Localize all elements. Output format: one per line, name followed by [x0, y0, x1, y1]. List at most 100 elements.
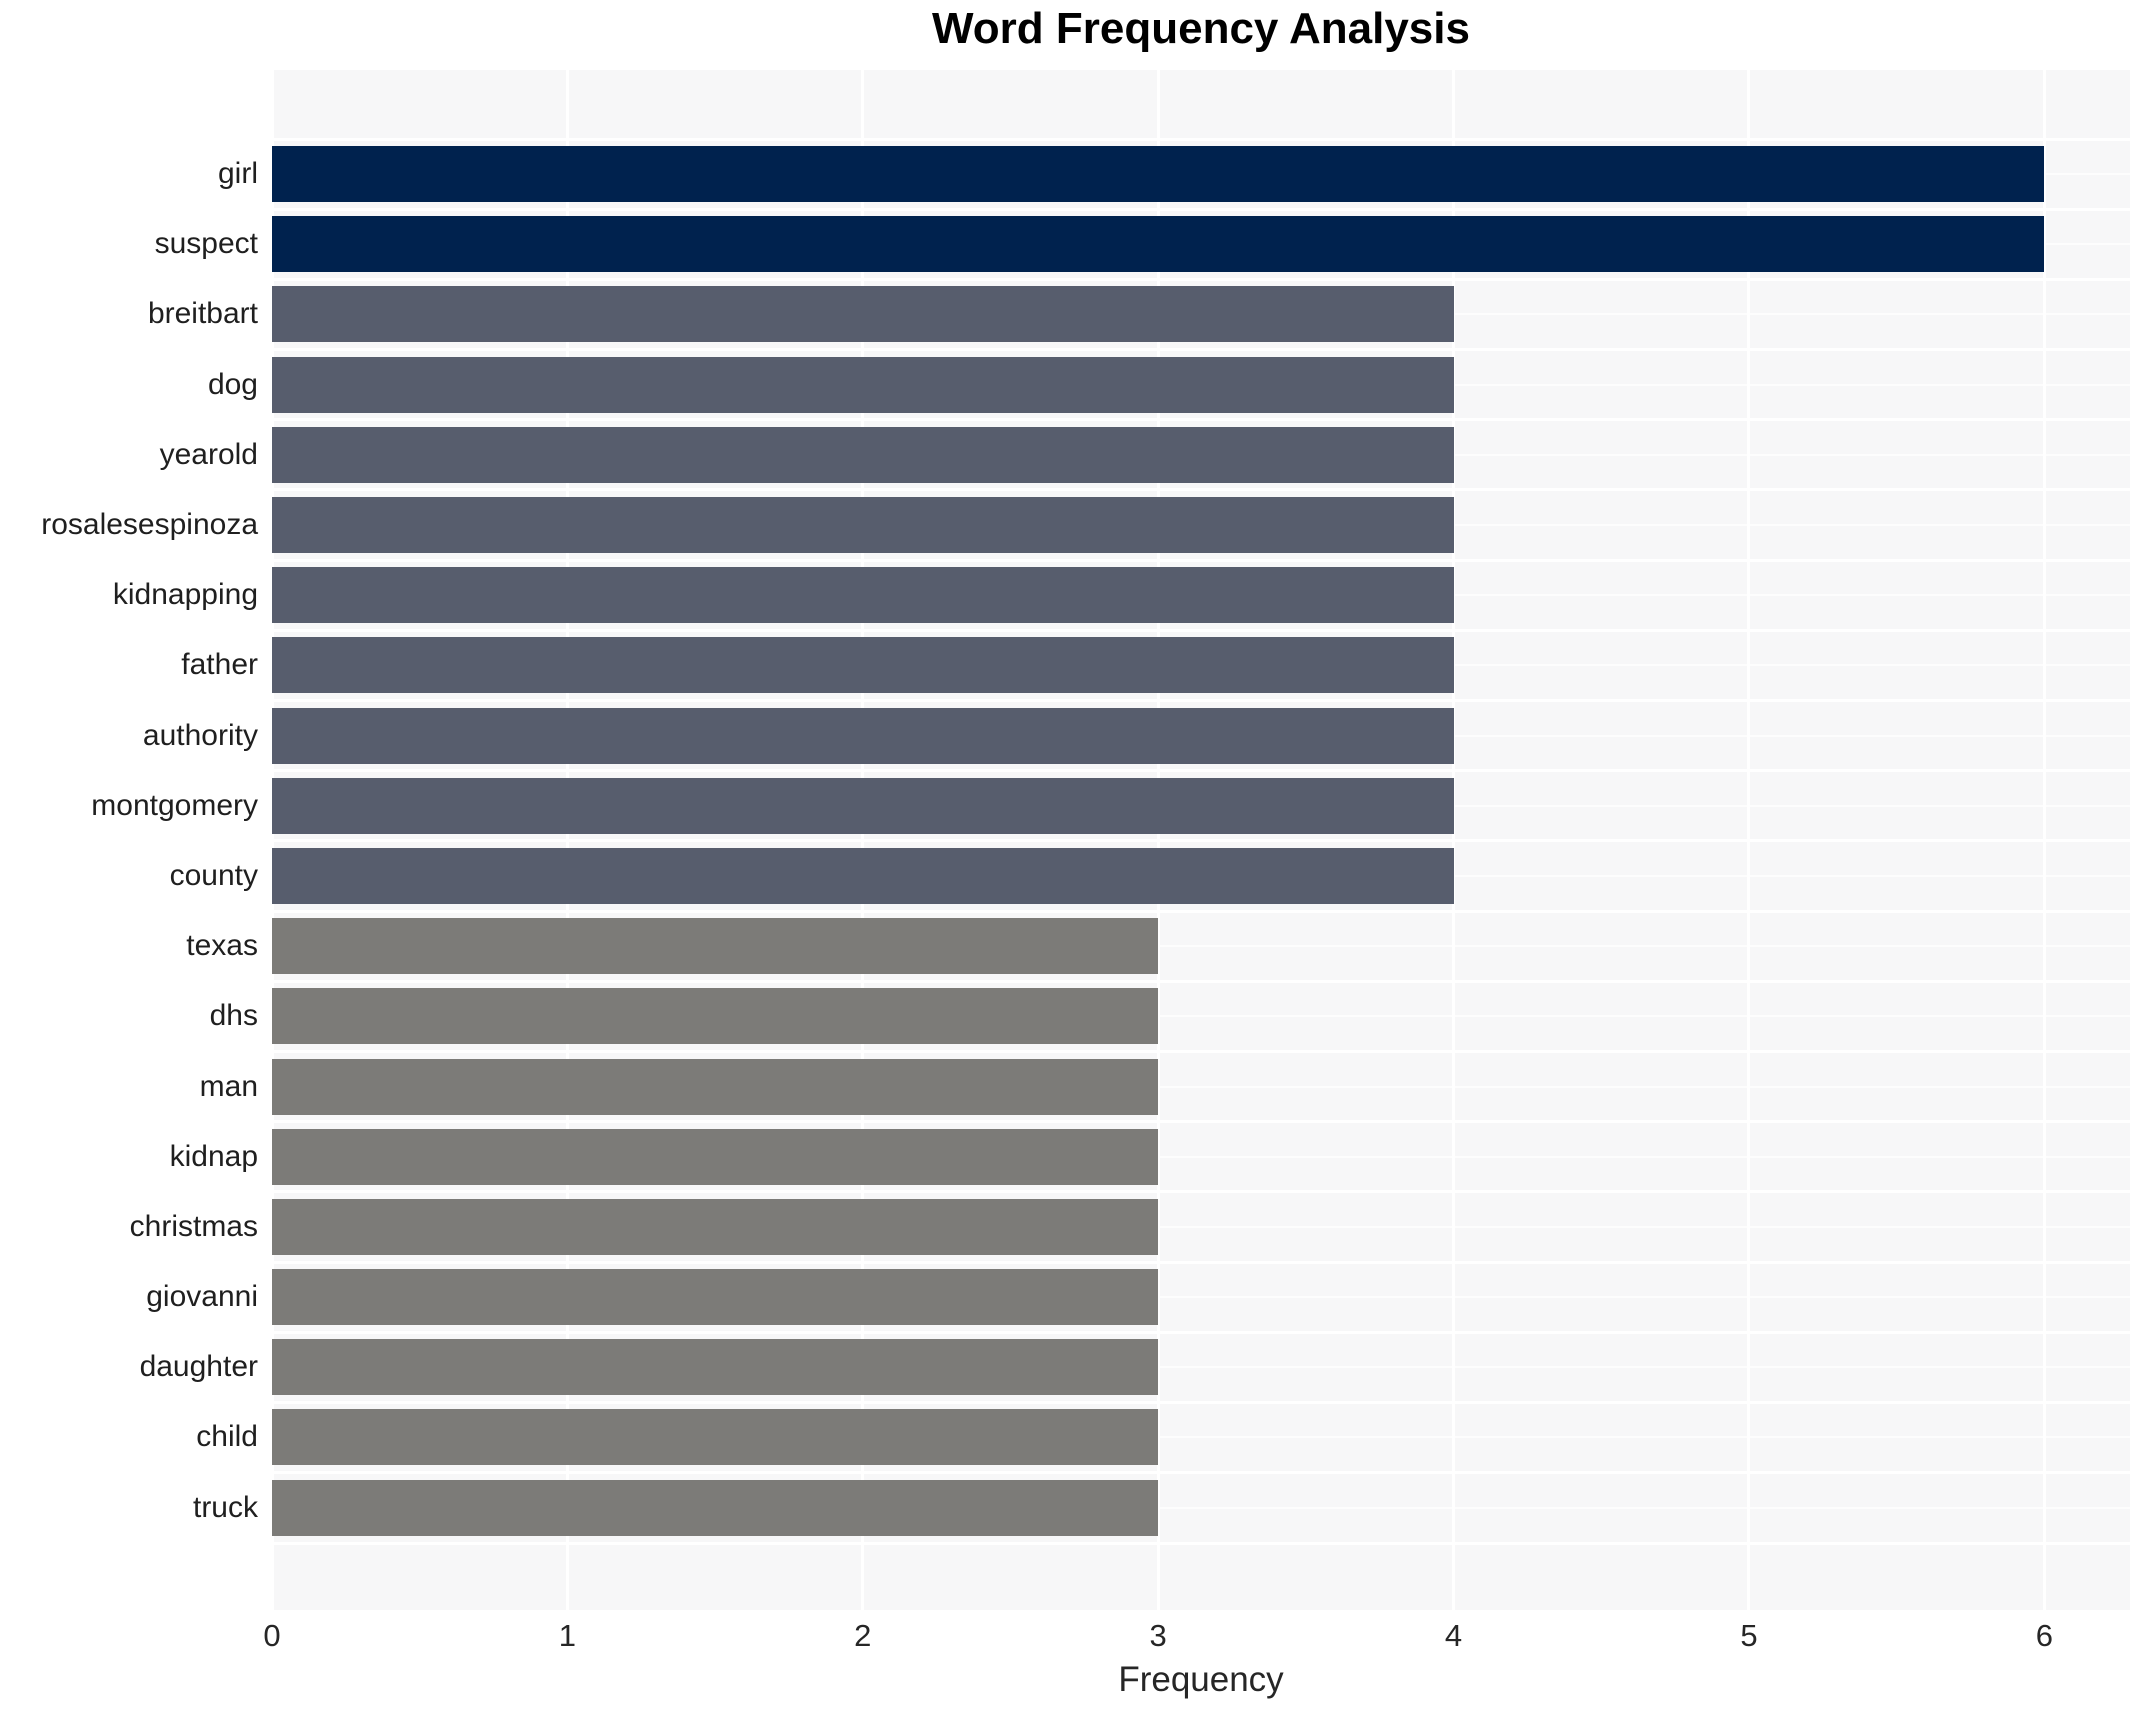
vertical-gridline: [861, 70, 865, 1610]
bar-row: christmas: [130, 1190, 2130, 1262]
frequency-bar: [272, 497, 1454, 554]
frequency-bar: [272, 918, 1159, 975]
category-label: rosalesespinoza: [41, 508, 258, 542]
bar-row: father: [181, 628, 2130, 700]
category-label: man: [199, 1069, 258, 1103]
row-boundary-gridline: [272, 699, 2130, 702]
row-center-gridline: [272, 1506, 2130, 1509]
category-label: father: [181, 648, 258, 682]
row-center-gridline: [272, 1225, 2130, 1228]
bar-row: rosalesespinoza: [41, 488, 2130, 560]
plot-area: girl suspect breitbart dog yearold rosalesesp…: [41, 70, 2130, 1610]
bar-row: girl: [218, 137, 2130, 209]
category-label: daughter: [139, 1350, 258, 1384]
bar-row: daughter: [140, 1330, 2130, 1402]
frequency-bar: [272, 1128, 1159, 1185]
frequency-bar: [272, 988, 1159, 1045]
frequency-bar: [272, 847, 1454, 904]
row-boundary-gridline: [272, 979, 2130, 983]
vertical-gridline: [565, 70, 569, 1610]
row-boundary-gridline: [272, 628, 2130, 632]
vertical-gridline: [2042, 70, 2046, 1610]
bar-row: kidnapping: [113, 558, 2130, 630]
row-boundary-gridline: [272, 277, 2130, 281]
bar-rows: girl suspect breitbart dog yearold rosalesesp…: [41, 137, 2130, 1545]
x-tick-label: 2: [854, 1618, 872, 1653]
bar-row: dog: [208, 348, 2130, 420]
bar-row: texas: [186, 909, 2130, 981]
bar-row: montgomery: [91, 769, 2130, 841]
category-label: kidnap: [169, 1139, 258, 1173]
row-center-gridline: [272, 1436, 2130, 1439]
row-boundary-gridline: [272, 1120, 2130, 1124]
row-boundary-gridline: [272, 348, 2130, 352]
bar-row: breitbart: [148, 277, 2130, 349]
frequency-bar: [272, 146, 2045, 203]
x-tick-label: 6: [2035, 1618, 2053, 1653]
vertical-gridline: [1156, 70, 1160, 1610]
frequency-bar: [272, 356, 1454, 413]
vertical-gridline: [270, 70, 274, 1610]
frequency-bar: [272, 1058, 1159, 1115]
category-label: suspect: [154, 227, 258, 261]
bar-row: county: [170, 839, 2130, 911]
row-center-gridline: [272, 1085, 2130, 1088]
category-label: dhs: [209, 999, 258, 1033]
category-label: truck: [192, 1490, 258, 1524]
x-tick-label: 4: [1444, 1618, 1463, 1653]
frequency-bar: [272, 1409, 1159, 1466]
bar-row: truck: [193, 1471, 2130, 1543]
row-boundary-gridline: [272, 1260, 2130, 1264]
category-label: dog: [207, 367, 258, 401]
row-boundary-gridline: [272, 769, 2130, 773]
frequency-bar: [272, 1198, 1159, 1255]
frequency-bar: [272, 216, 2045, 273]
row-boundary-gridline: [272, 488, 2130, 492]
frequency-bar: [272, 637, 1454, 694]
frequency-bar: [272, 426, 1454, 483]
x-axis-label: Frequency: [1118, 1660, 1284, 1699]
row-boundary-gridline: [272, 418, 2130, 422]
category-label: montgomery: [91, 788, 258, 822]
frequency-bar: [272, 1269, 1159, 1326]
category-label: county: [169, 858, 258, 892]
category-label: texas: [186, 929, 258, 963]
frequency-bar: [272, 567, 1454, 624]
row-boundary-gridline: [272, 1190, 2130, 1194]
row-boundary-gridline: [272, 1471, 2130, 1475]
bar-row: man: [200, 1049, 2130, 1121]
category-label: authority: [142, 718, 258, 752]
bar-row: suspect: [155, 207, 2130, 279]
vertical-gridline: [1747, 70, 1751, 1610]
bar-row: giovanni: [146, 1260, 2130, 1332]
x-tick-label: 0: [263, 1618, 281, 1653]
frequency-bar: [272, 1339, 1159, 1396]
bar-row: kidnap: [170, 1120, 2130, 1192]
chart-title: Word Frequency Analysis: [932, 4, 1470, 53]
bar-row: child: [196, 1400, 2130, 1472]
category-label: kidnapping: [112, 578, 258, 612]
row-center-gridline: [272, 1366, 2130, 1369]
category-label: giovanni: [146, 1280, 258, 1314]
row-boundary-gridline: [272, 1541, 2130, 1545]
frequency-bar: [272, 286, 1454, 343]
bar-row: yearold: [160, 418, 2130, 490]
frequency-bar: [272, 707, 1454, 764]
x-axis-ticks: 0 1 2 3 4 5 6: [263, 1618, 2130, 1660]
category-label: child: [196, 1420, 258, 1454]
x-tick-label: 3: [1149, 1618, 1167, 1653]
x-tick-label: 1: [558, 1618, 576, 1653]
row-boundary-gridline: [272, 137, 2130, 141]
category-label: yearold: [159, 437, 258, 471]
row-boundary-gridline: [272, 207, 2130, 211]
vertical-gridline: [1452, 70, 1456, 1610]
x-tick-label: 5: [1740, 1618, 1758, 1653]
row-center-gridline: [272, 945, 2130, 948]
row-boundary-gridline: [272, 909, 2130, 913]
bar-row: dhs: [210, 979, 2130, 1051]
frequency-bar: [272, 1479, 1159, 1536]
row-boundary-gridline: [272, 839, 2130, 843]
row-boundary-gridline: [272, 558, 2130, 562]
category-label: girl: [217, 157, 258, 191]
